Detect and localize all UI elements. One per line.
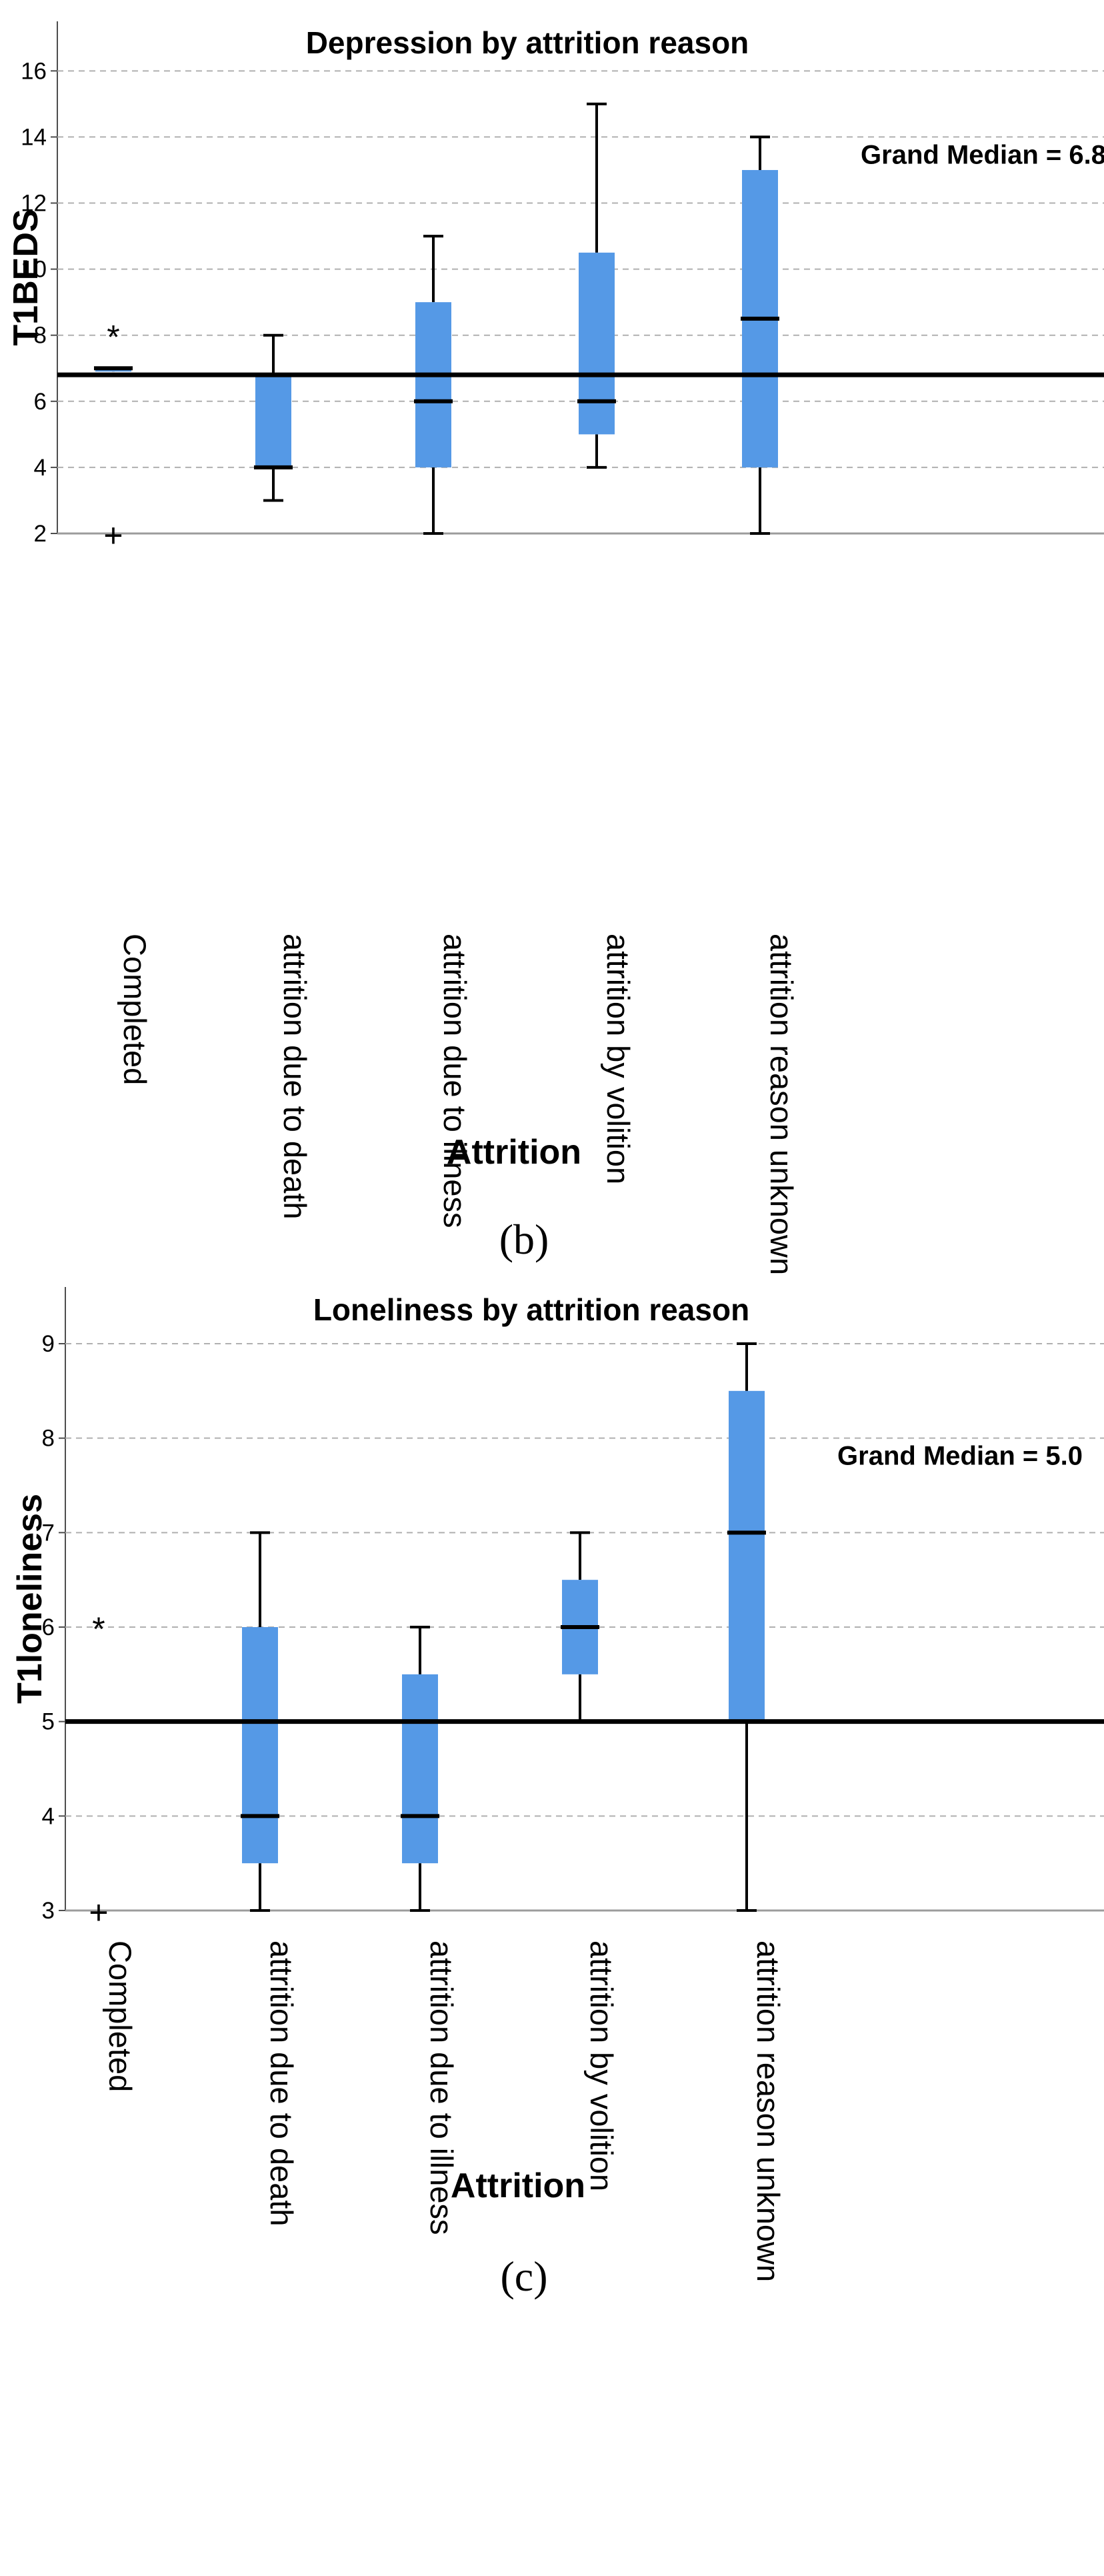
category-label: attrition due to death — [264, 1941, 299, 2227]
box-4 — [561, 1531, 599, 1723]
box-2 — [254, 333, 293, 502]
y-tick-label: 6 — [42, 1614, 55, 1640]
chart-panel-2: 3 4 5 6 7 8 9 Loneliness by attrition reason T1l… — [11, 1287, 1104, 2300]
panel-label: (b) — [499, 1216, 549, 1263]
box-3 — [414, 235, 453, 535]
y-tick-label: 7 — [42, 1520, 55, 1546]
box-1: *+ — [89, 1610, 108, 1931]
box-5 — [741, 135, 779, 535]
iqr-box — [242, 1627, 278, 1864]
x-axis-label: Attrition — [451, 2167, 585, 2205]
category-label: attrition by volition — [584, 1941, 619, 2191]
y-tick-label: 4 — [34, 455, 47, 481]
category-label: attrition due to death — [277, 934, 313, 1220]
category-label: attrition reason unknown — [751, 1941, 786, 2282]
iqr-box — [402, 1674, 438, 1864]
iqr-box — [729, 1390, 765, 1722]
y-tick-label: 16 — [21, 58, 47, 84]
grand-median-label: Grand Median = 5.0 — [837, 1442, 1083, 1471]
category-label: attrition reason unknown — [764, 934, 799, 1275]
y-tick-label: 2 — [34, 521, 47, 547]
y-tick-label: 4 — [42, 1803, 55, 1829]
outlier-marker: + — [103, 517, 123, 554]
x-axis-label: Attrition — [447, 1133, 581, 1172]
y-tick-label: 8 — [34, 323, 47, 349]
panel-label: (c) — [500, 2253, 547, 2300]
iqr-box — [415, 302, 451, 467]
y-tick-label: 3 — [42, 1898, 55, 1924]
iqr-box — [255, 375, 291, 467]
category-label: Completed — [103, 1941, 138, 2092]
y-tick-label: 8 — [42, 1426, 55, 1452]
box-5 — [727, 1342, 766, 1912]
y-tick-label: 5 — [42, 1709, 55, 1735]
category-label: attrition by volition — [601, 934, 636, 1184]
box-4 — [577, 102, 616, 469]
y-tick-label: 9 — [42, 1331, 55, 1357]
y-tick-label: 10 — [21, 257, 47, 283]
y-axis-label: T1BEDS — [7, 209, 45, 345]
box-3 — [401, 1626, 439, 1912]
outlier-marker: * — [92, 1610, 105, 1648]
y-tick-label: 12 — [21, 191, 47, 217]
y-axis-label: T1loneliness — [11, 1494, 49, 1704]
box-2 — [241, 1531, 279, 1912]
chart-panel-1: 2 4 6 8 10 12 14 16 Depression by attrition reas… — [7, 21, 1104, 1275]
category-label: attrition due to illness — [437, 934, 473, 1228]
category-label: attrition due to illness — [424, 1941, 459, 2235]
outlier-marker: * — [107, 319, 119, 356]
grand-median-label: Grand Median = 6.8 — [861, 140, 1104, 169]
y-tick-label: 6 — [34, 389, 47, 415]
category-label: Completed — [117, 934, 153, 1085]
chart-title: Loneliness by attrition reason — [313, 1292, 749, 1327]
outlier-marker: + — [89, 1894, 108, 1931]
box-1: *+ — [94, 319, 133, 554]
chart-title: Depression by attrition reason — [306, 25, 749, 60]
y-tick-label: 14 — [21, 124, 47, 150]
iqr-box — [579, 252, 615, 435]
